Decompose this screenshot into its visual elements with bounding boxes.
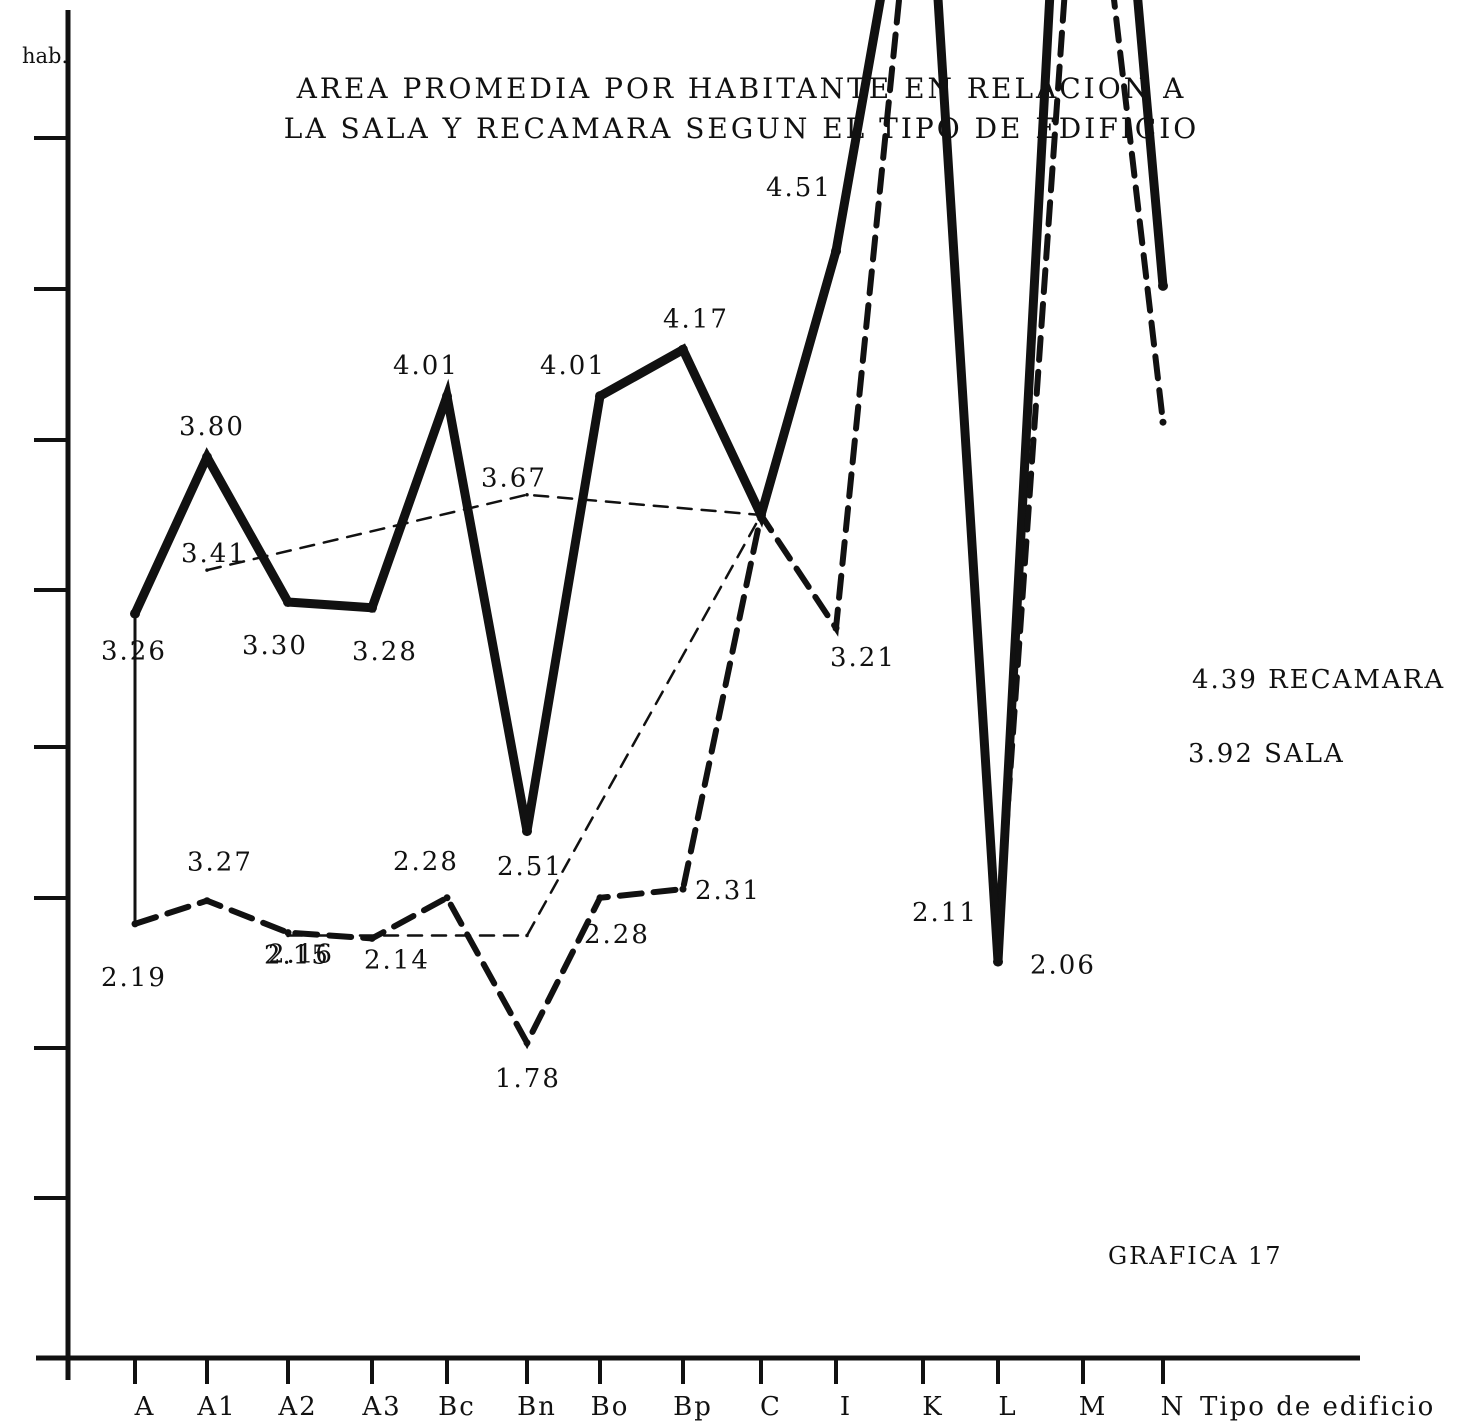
series-line-guide-2	[205, 493, 763, 572]
data-point-1-N	[1159, 418, 1167, 426]
x-tick-label-A1: A1	[196, 1392, 236, 1422]
end-label-recamara: 4.39 RECAMARA	[1192, 665, 1445, 695]
data-point-1-L	[994, 943, 1002, 951]
data-point-0-N	[1158, 280, 1168, 291]
data-point-0-Bn	[522, 826, 532, 837]
x-tick-label-A3: A3	[361, 1392, 401, 1422]
y-unit-fragment: hab.	[22, 44, 69, 68]
data-point-0-A2	[283, 597, 293, 607]
x-tick-label-Bp: Bp	[673, 1392, 713, 1422]
data-point-3-A2	[286, 933, 290, 938]
data-point-0-I	[831, 246, 841, 257]
data-point-3-C	[759, 513, 763, 517]
data-point-0-Bo	[595, 391, 605, 402]
x-tick-label-Bn: Bn	[517, 1392, 557, 1422]
x-tick-label-Bc: Bc	[438, 1392, 476, 1422]
data-point-1-Bn	[523, 1039, 531, 1047]
data-point-0-L	[993, 956, 1003, 967]
data-label-1-I: 3.21	[830, 643, 896, 673]
x-tick-label-M: M	[1079, 1392, 1108, 1422]
x-tick-label-N: N	[1161, 1392, 1186, 1422]
data-label-1-A3: 2.14	[364, 945, 430, 975]
x-tick-label-A: A	[134, 1392, 156, 1422]
data-label-3-A2: 2.15	[264, 941, 330, 971]
x-tick-label-C: C	[760, 1392, 782, 1422]
x-tick-label-K: K	[922, 1392, 943, 1422]
data-point-2-A1	[205, 568, 209, 572]
data-label-0-L: 2.06	[1030, 951, 1096, 981]
data-label-1-A2: 2.16	[268, 940, 334, 970]
data-label-0-A1: 3.80	[179, 412, 245, 442]
data-point-1-Bc	[443, 894, 451, 902]
data-label-0-A3: 3.28	[352, 637, 418, 667]
data-label-0-Bc: 4.01	[393, 351, 459, 381]
data-label-1-L: 2.11	[912, 898, 978, 928]
data-point-0-A3	[367, 602, 377, 613]
chart-title-line-1: AREA PROMEDIA POR HABITANTE EN RELACION …	[296, 72, 1187, 105]
data-label-0-A: 3.26	[101, 637, 167, 667]
data-point-1-A1	[203, 897, 211, 905]
data-point-0-A1	[202, 452, 212, 462]
data-label-2-Bn: 3.67	[481, 464, 547, 494]
data-label-0-Bn: 2.51	[497, 852, 563, 882]
data-label-1-Bp: 2.31	[695, 876, 761, 906]
data-point-3-Bn	[525, 933, 529, 938]
data-label-1-Bn: 1.78	[495, 1064, 561, 1094]
data-label-0-Bp: 4.17	[663, 305, 729, 335]
data-label-0-I: 4.51	[766, 173, 832, 203]
data-point-1-I	[832, 624, 840, 632]
data-label-1-Bc: 2.28	[393, 847, 459, 877]
data-label-0-A2: 3.30	[242, 631, 308, 661]
data-label-1-A1: 3.27	[187, 848, 253, 878]
x-tick-label-A2: A2	[277, 1392, 317, 1422]
x-tick-label-Bo: Bo	[591, 1392, 630, 1422]
data-point-1-Bp	[679, 885, 687, 893]
x-axis-title: Tipo de edificio	[1200, 1392, 1435, 1422]
data-label-0-Bo: 4.01	[540, 351, 606, 381]
data-label-1-Bo: 2.28	[584, 920, 650, 950]
data-point-1-Bo	[596, 894, 604, 902]
data-point-0-Bp	[678, 344, 688, 355]
x-tick-label-I: I	[840, 1392, 852, 1422]
data-point-0-Bc	[442, 391, 452, 402]
x-tick-label-L: L	[998, 1392, 1017, 1422]
data-point-2-Bn	[525, 492, 529, 497]
figure-caption: GRAFICA 17	[1108, 1242, 1283, 1270]
end-label-sala: 3.92 SALA	[1188, 739, 1345, 769]
data-label-1-A: 2.19	[101, 963, 167, 993]
data-label-2-A1: 3.41	[181, 539, 247, 569]
series-line-sala	[132, 0, 1166, 1050]
